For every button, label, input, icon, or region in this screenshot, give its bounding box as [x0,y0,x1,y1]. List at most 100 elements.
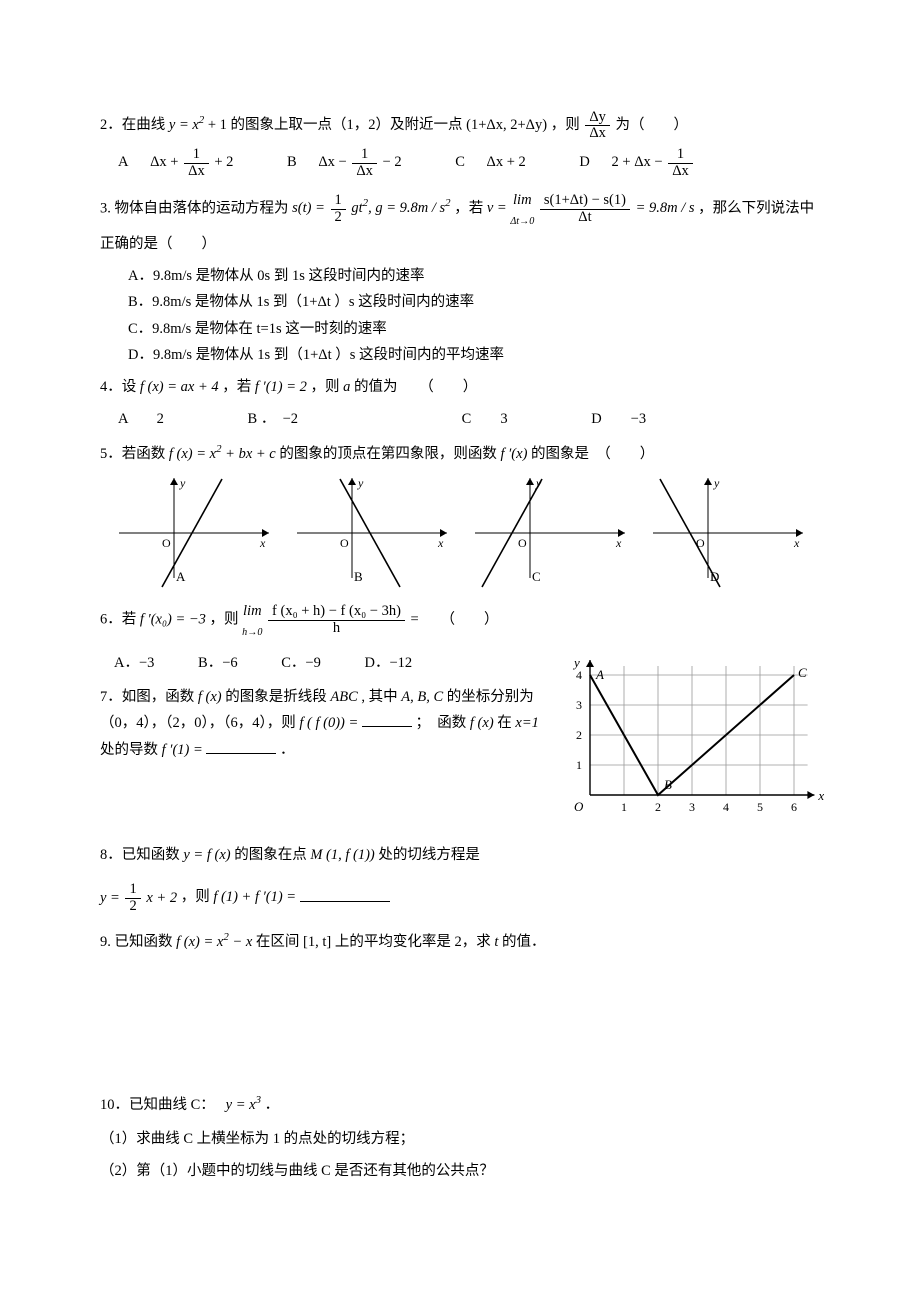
q3-s-gt: gt [348,200,363,216]
q3-lim-tail: = 9.8m / s [636,200,695,216]
q2-b-num: 1 [352,147,377,163]
q5-text-b: 的图象的顶点在第四象限，则函数 [279,446,500,462]
q2-a-num: 1 [184,147,209,163]
q2-opt-b-label: B [287,154,297,170]
svg-text:x: x [793,536,800,550]
q6-lim-frac: f (x₀ + h) − f (x₀ − 3h)h [268,604,405,635]
q7-text-f: 在 [497,715,515,731]
q2-d-den: Δx [668,164,693,179]
q6-lim-sub: h→0 [242,624,262,642]
q7-graph: 1234561234OxyABC [560,648,820,823]
q7-abc: ABC [330,689,357,705]
svg-text:x: x [437,536,444,550]
q4-options: A 2 B ． −2 C 3 D −3 [118,406,820,432]
q9-eq-2: − x [229,934,252,950]
svg-text:x: x [817,788,824,803]
frac-d: 1Δx [668,147,693,178]
q6-text-a: 6．若 [100,611,140,627]
q10-head: 10．已知曲线 C： [100,1097,222,1113]
q4-var: a [343,379,350,395]
q8-eq: y = 12 x + 2 [100,890,181,906]
q5-diagrams: yxOA yxOB yxOC yxOD [114,473,820,592]
svg-text:x: x [259,536,266,550]
q2-opt-b: B Δx − 1Δx − 2 [287,147,402,178]
q5-eq-2: + bx + c [222,446,276,462]
q4-text-a: 4．设 [100,379,140,395]
q7-fx: f (x) [198,689,222,705]
q8-num: 1 [125,882,140,898]
q6-opt-a: A．−3 [114,650,154,676]
q5-diag-c: yxOC [470,473,630,592]
svg-text:B: B [354,569,363,584]
q3-text-b: ，若 [454,200,487,216]
q5-diag-a: yxOA [114,473,274,592]
q6-lim: limh→0 f (x₀ + h) − f (x₀ − 3h)h [242,611,410,627]
q3-opt-c: C．9.8m/s 是物体在 t=1s 这一时刻的速率 [128,316,820,342]
svg-text:1: 1 [576,758,582,772]
q4-text-b: ，若 [222,379,255,395]
q2-options: A Δx + 1Δx + 2 B Δx − 1Δx − 2 C Δx + 2 D… [118,147,820,178]
q7-text-b: 的图象是折线段 [225,689,330,705]
q2-curve-y: y [169,117,175,133]
q5-eq: f (x) = x2 + bx + c [169,446,276,462]
svg-text:y: y [179,476,186,490]
q3-s: s(t) = 12 gt2, g = 9.8m / s2 [292,200,454,216]
q2-d-num: 1 [668,147,693,163]
q8-text-b: 的图象在点 [234,847,310,863]
svg-text:C: C [532,569,541,584]
q8-blank[interactable] [300,886,390,902]
q2-curve-tail: + 1 [204,117,227,133]
q3-s-num: 1 [331,193,346,209]
q10-p1: （1）求曲线 C 上横坐标为 1 的点处的切线方程； [100,1126,820,1152]
q7-fx2: f (x) [470,715,494,731]
svg-text:2: 2 [576,728,582,742]
question-8-line2: y = 12 x + 2 ，则 f (1) + f ′(1) = [100,882,820,913]
svg-text:1: 1 [621,800,627,814]
question-10: 10．已知曲线 C： y = x3 ． [100,1091,820,1118]
question-6: 6．若 f ′(x₀) = −3 ，则 limh→0 f (x₀ + h) − … [100,598,820,642]
q4-cond: f ′(1) = 2 [255,379,307,395]
q10-p2: （2）第（1）小题中的切线与曲线 C 是否还有其他的公共点？ [100,1158,820,1184]
q2-text-d: 为（ ） [616,117,689,133]
q8-den: 2 [125,899,140,914]
q8-text-a: 8．已知函数 [100,847,183,863]
q10-eq: y = x3 [226,1097,261,1113]
q2-text-a: 2．在曲线 [100,117,169,133]
svg-text:y: y [535,476,542,490]
question-7: 7．如图，函数 f (x) 的图象是折线段 ABC , 其中 A, B, C 的… [100,684,542,762]
q2-opt-c: C Δx + 2 [455,149,526,175]
q7-blank2[interactable] [206,738,276,754]
q2-text-c: ，则 [551,117,584,133]
q9-text-c: 的值． [502,934,546,950]
q7-text-c: , 其中 [361,689,401,705]
q6-q7-text: A．−3 B．−6 C．−9 D．−12 7．如图，函数 f (x) 的图象是折… [100,648,542,768]
q3-s-g: , g = 9.8m / s [368,200,445,216]
q6-lim-num: f (x₀ + h) − f (x₀ − 3h) [268,604,405,620]
svg-text:6: 6 [791,800,797,814]
q6-opt-d: D．−12 [365,650,413,676]
q8-pt: M (1, f (1)) [310,847,374,863]
q2-opt-b-1: Δx − [318,154,350,170]
q5-svg-a: yxOA [114,473,274,583]
q7-text-a: 7．如图，函数 [100,689,198,705]
q7-text-g: 处的导数 [100,742,162,758]
q3-lim-frac: s(1+Δt) − s(1)Δt [540,193,630,224]
q5-diag-d: yxOD [648,473,808,592]
q2-opt-a-1: Δx + [150,154,182,170]
frac-a: 1Δx [184,147,209,178]
svg-text:4: 4 [576,668,582,682]
q2-ratio-num: Δy [585,110,610,126]
svg-text:O: O [340,536,349,550]
svg-text:A: A [595,667,604,682]
svg-text:5: 5 [757,800,763,814]
q2-text-b: 的图象上取一点（1，2）及附近一点 [231,117,467,133]
q3-lim-num: s(1+Δt) − s(1) [540,193,630,209]
q9-eq: f (x) = x2 − x [176,934,252,950]
q7-blank1[interactable] [362,712,412,728]
q2-b-den: Δx [352,164,377,179]
q3-opt-d: D．9.8m/s 是物体从 1s 到（1+Δt ）s 这段时间内的平均速率 [128,342,820,368]
q3-opt-b: B．9.8m/s 是物体从 1s 到（1+Δt ）s 这段时间内的速率 [128,289,820,315]
q4-opt-c: C 3 [462,406,508,432]
q6-text-b: ，则 [210,611,243,627]
q2-point: (1+Δx, 2+Δy) [466,117,547,133]
